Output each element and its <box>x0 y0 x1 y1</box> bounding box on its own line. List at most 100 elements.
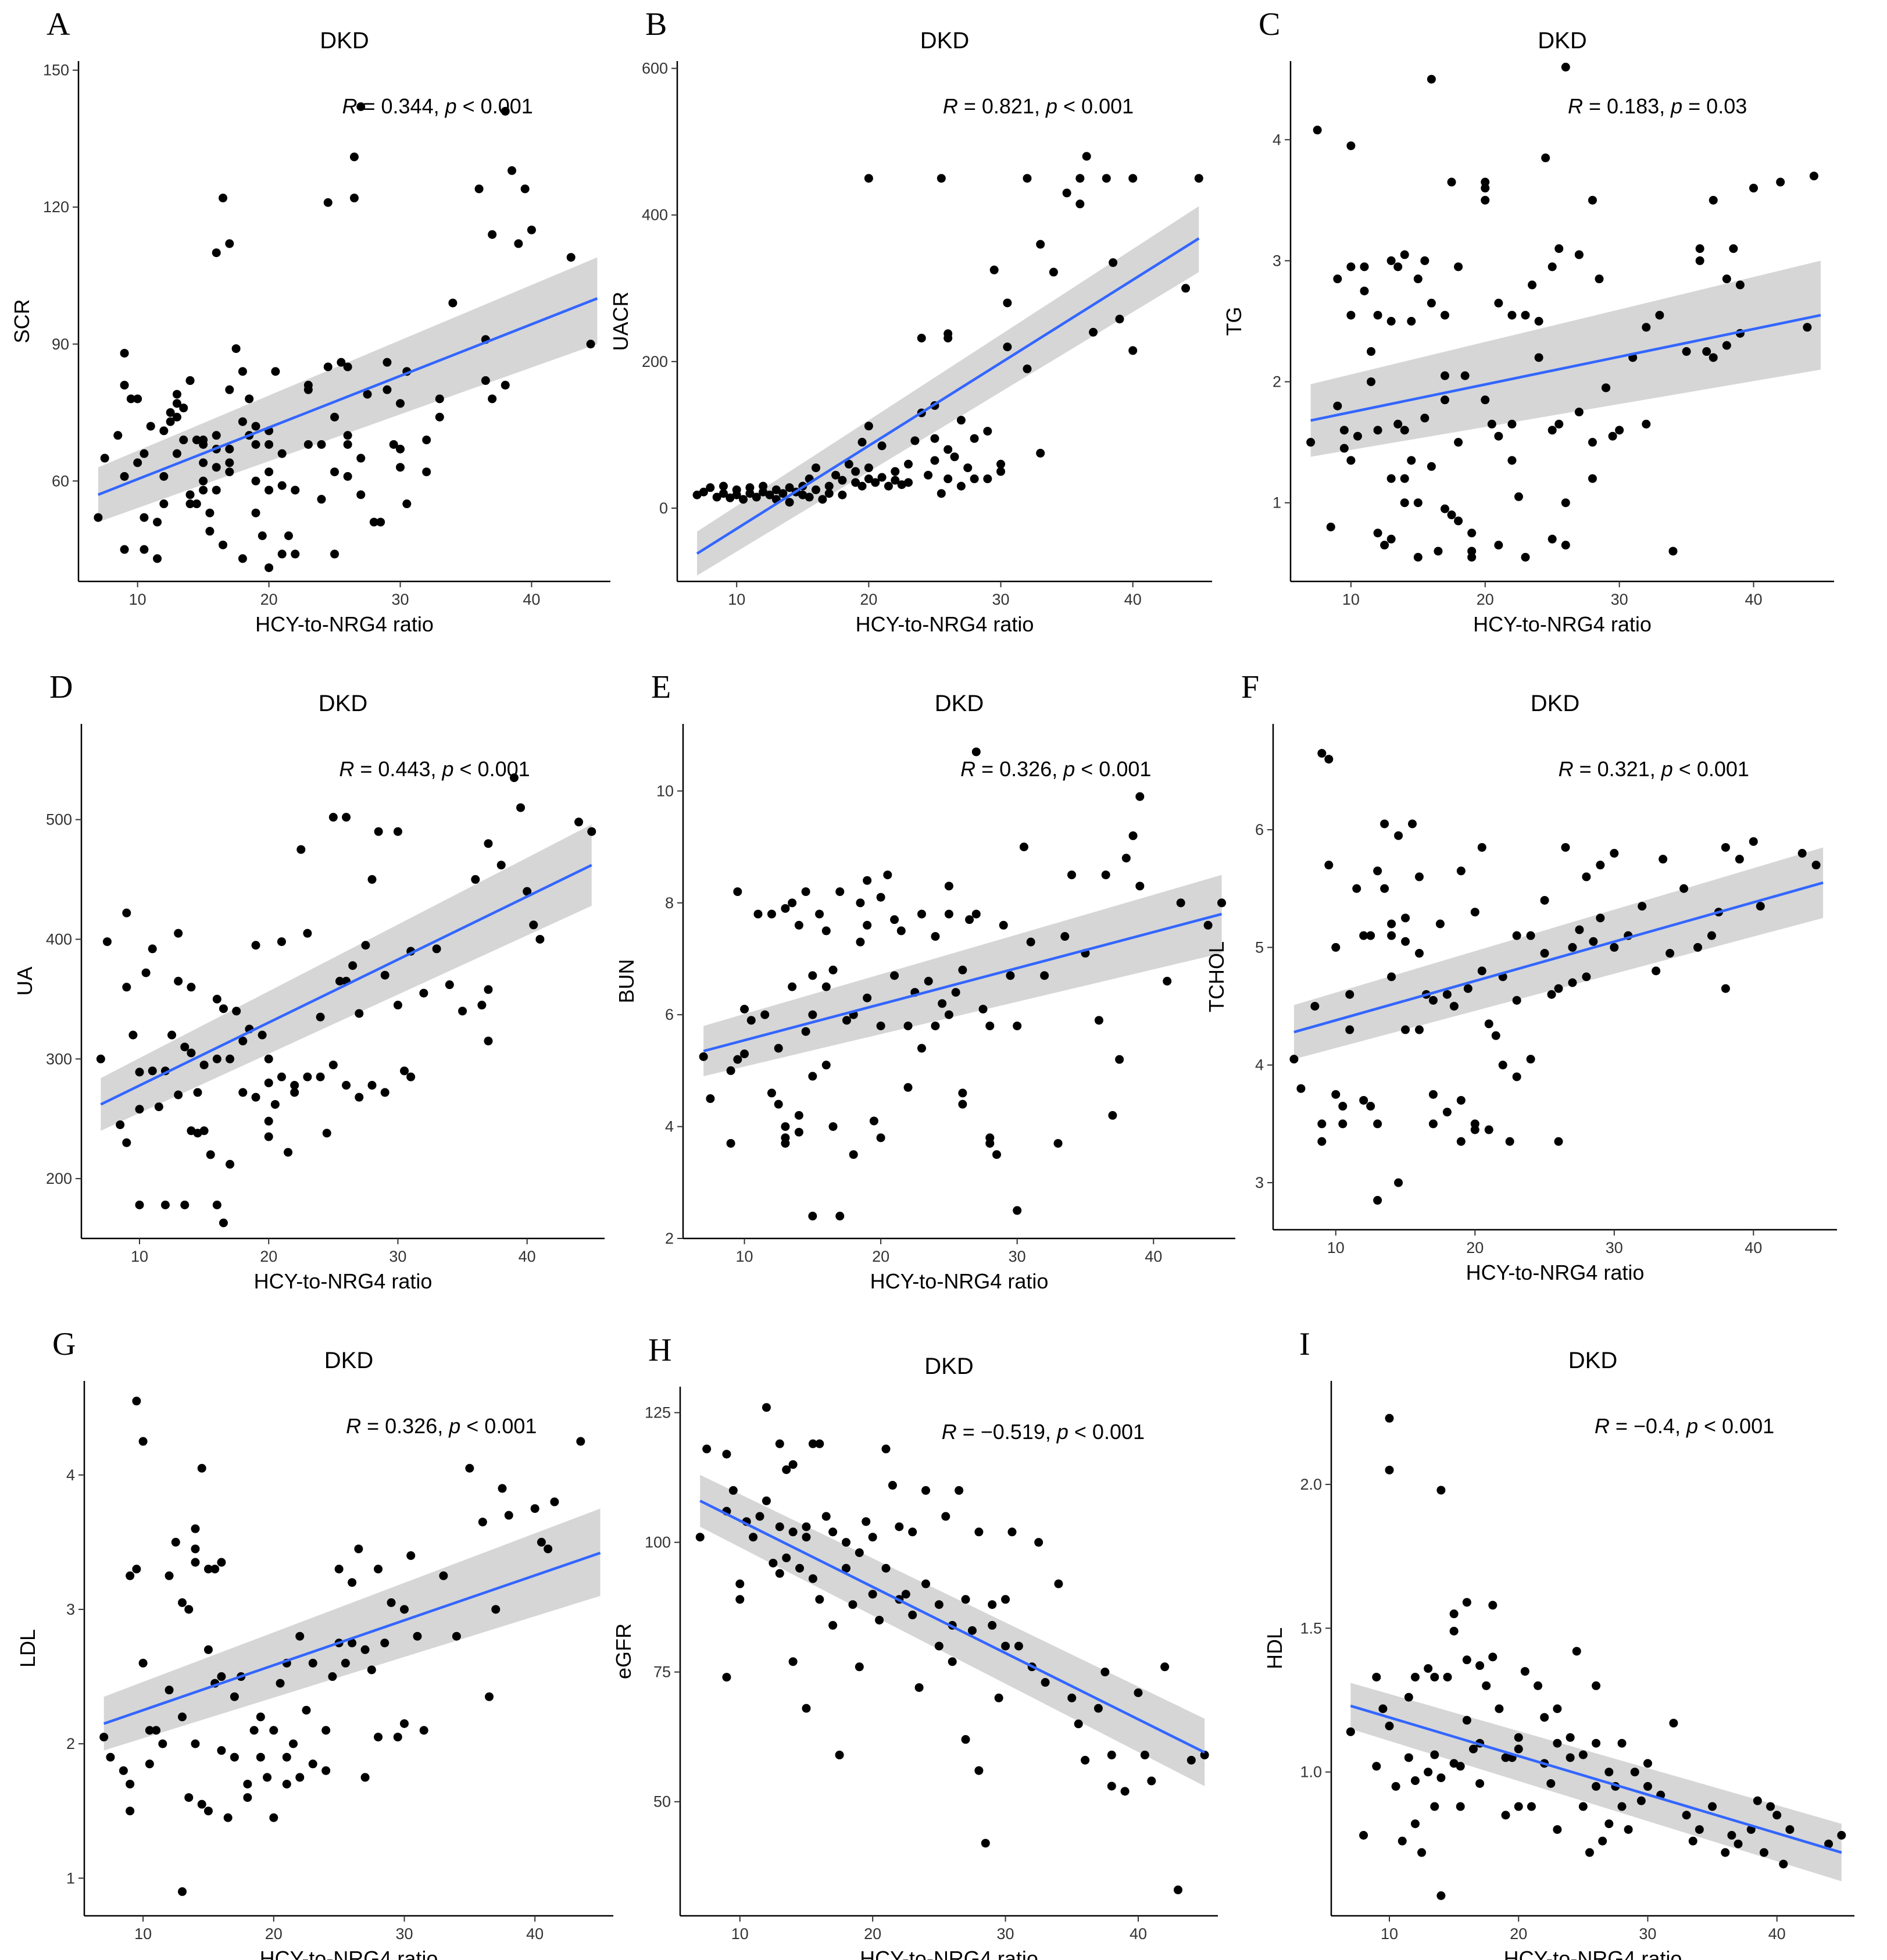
data-point <box>284 531 293 540</box>
data-point <box>1682 347 1691 356</box>
data-point <box>1346 1727 1355 1736</box>
data-point <box>1049 267 1058 277</box>
data-point <box>1540 895 1549 905</box>
panel-title: DKD <box>924 1354 973 1379</box>
data-point <box>251 1093 260 1102</box>
data-point <box>1440 395 1449 405</box>
data-point <box>1598 1836 1607 1845</box>
x-tick-label: 20 <box>864 1925 881 1943</box>
data-point <box>1194 174 1203 183</box>
data-point <box>828 1620 838 1630</box>
data-point <box>771 485 781 494</box>
data-point <box>1512 931 1521 940</box>
data-point <box>122 908 131 917</box>
data-point <box>1404 1693 1413 1702</box>
data-point <box>934 1600 944 1609</box>
data-point <box>289 1739 298 1748</box>
x-tick-label: 40 <box>1130 1925 1147 1943</box>
data-point <box>1541 153 1550 163</box>
stat-r-label: R <box>1568 94 1583 118</box>
data-point <box>178 1887 187 1896</box>
data-point <box>1548 534 1557 544</box>
data-point <box>1408 819 1417 829</box>
data-point <box>1512 995 1521 1005</box>
data-point <box>219 1218 228 1227</box>
data-point <box>1326 522 1335 531</box>
data-point <box>1378 1704 1388 1713</box>
data-point <box>759 481 768 491</box>
data-point <box>185 490 195 499</box>
data-point <box>303 929 312 938</box>
x-axis-title: HCY-to-NRG4 ratio <box>1473 612 1652 636</box>
y-axis-title: UACR <box>609 291 632 351</box>
data-point <box>192 435 201 445</box>
data-point <box>205 527 215 536</box>
data-point <box>719 489 728 498</box>
data-point <box>1642 323 1651 332</box>
data-point <box>179 435 188 445</box>
y-tick-label: 200 <box>642 353 668 370</box>
data-point <box>722 1450 731 1459</box>
data-point <box>1346 456 1356 465</box>
x-tick-label: 40 <box>1745 591 1762 608</box>
data-point <box>360 1773 370 1782</box>
data-point <box>1331 1090 1341 1099</box>
data-point <box>1006 971 1015 980</box>
data-point <box>1527 1802 1536 1811</box>
data-point <box>1526 931 1535 940</box>
data-point <box>321 1766 331 1775</box>
data-point <box>1373 1119 1382 1129</box>
data-point <box>1454 516 1463 526</box>
data-point <box>380 1638 389 1648</box>
data-point <box>821 1512 831 1521</box>
data-point <box>1107 1750 1116 1759</box>
data-point <box>205 508 215 517</box>
x-axis-title: HCY-to-NRG4 ratio <box>1466 1261 1645 1284</box>
y-tick-label: 6 <box>665 1006 674 1023</box>
data-point <box>1575 925 1584 934</box>
confidence-band <box>103 1508 601 1751</box>
data-point <box>821 982 831 991</box>
data-point <box>1797 849 1807 858</box>
data-point <box>586 340 595 349</box>
data-point <box>963 463 973 473</box>
x-tick-label: 30 <box>1606 1239 1623 1256</box>
stat-p-label: p <box>1045 94 1057 118</box>
data-point <box>231 344 241 354</box>
data-point <box>1338 1102 1348 1111</box>
data-point <box>439 1571 448 1580</box>
data-point <box>284 1148 293 1157</box>
data-point <box>841 1538 850 1547</box>
data-point <box>1540 949 1549 958</box>
data-point <box>1449 1609 1459 1619</box>
data-point <box>452 1631 461 1641</box>
data-point <box>1501 1753 1510 1762</box>
data-point <box>726 493 735 502</box>
data-point <box>172 412 181 422</box>
x-tick-label: 30 <box>391 591 409 608</box>
data-point <box>956 481 966 491</box>
data-point <box>1120 1787 1130 1796</box>
data-point <box>258 1030 267 1040</box>
y-tick-label: 0 <box>659 499 668 517</box>
data-point <box>733 887 742 897</box>
data-point <box>950 452 959 462</box>
data-point <box>367 1081 377 1090</box>
data-point <box>1447 510 1456 520</box>
data-point <box>1721 984 1730 993</box>
data-point <box>1420 256 1429 265</box>
data-point <box>206 1150 215 1159</box>
data-point <box>1785 1825 1795 1834</box>
y-tick-label: 400 <box>46 930 72 948</box>
x-tick-label: 20 <box>260 1248 277 1265</box>
data-point <box>765 490 774 499</box>
data-point <box>1636 1796 1646 1805</box>
panel-title: DKD <box>320 28 369 53</box>
data-point <box>985 1021 995 1030</box>
data-point <box>965 915 974 924</box>
data-point <box>856 898 865 908</box>
data-point <box>458 1006 467 1016</box>
data-point <box>841 1563 850 1573</box>
data-point <box>343 472 352 481</box>
data-point <box>944 445 953 454</box>
